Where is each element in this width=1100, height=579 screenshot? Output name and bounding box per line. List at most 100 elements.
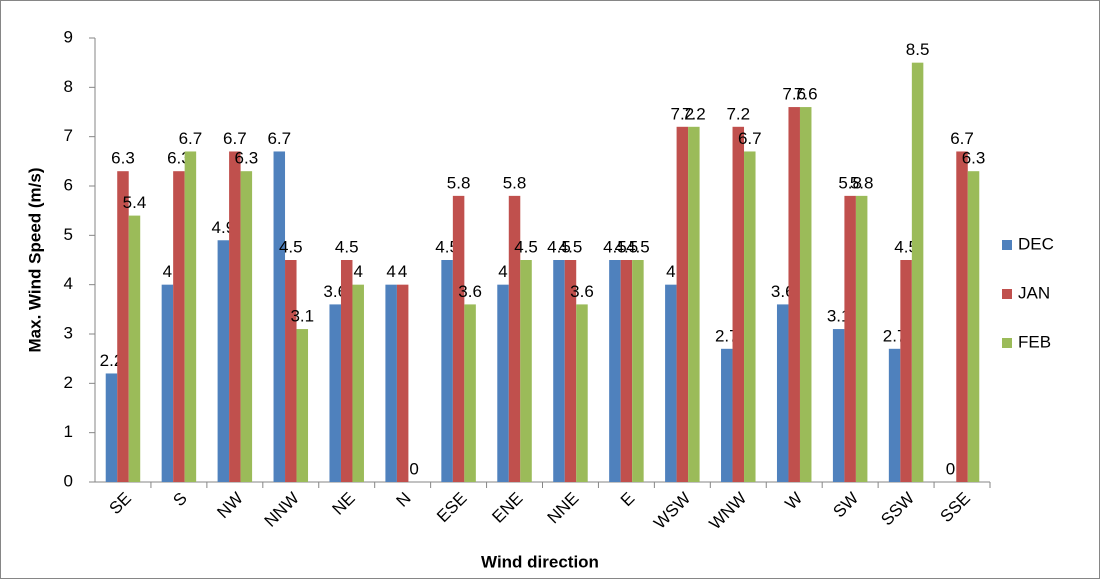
bar xyxy=(832,329,845,482)
bar xyxy=(240,171,253,482)
data-label: 4.5 xyxy=(547,237,571,256)
legend-swatch xyxy=(1002,289,1012,299)
data-label: 5.4 xyxy=(123,193,147,212)
y-axis-label: Max. Wind Speed (m/s) xyxy=(25,168,44,353)
bar xyxy=(105,373,118,482)
bar xyxy=(855,195,868,482)
bar xyxy=(744,151,756,482)
bar xyxy=(296,329,309,482)
bar xyxy=(632,260,644,482)
data-label: 4.5 xyxy=(559,237,583,256)
data-label: 4.5 xyxy=(615,237,639,256)
bar xyxy=(128,215,141,482)
data-label: 4 xyxy=(353,262,362,281)
y-tick-label: 5 xyxy=(64,225,73,244)
bar xyxy=(285,260,297,482)
data-label: 4.5 xyxy=(335,237,359,256)
data-label: 7.2 xyxy=(726,104,750,123)
bar xyxy=(900,260,912,482)
bar xyxy=(620,260,633,482)
bar xyxy=(464,304,476,482)
y-tick-label: 0 xyxy=(64,471,73,490)
bar xyxy=(788,107,800,483)
data-label: 6.7 xyxy=(179,129,203,148)
data-label: 6.7 xyxy=(738,129,762,148)
data-label: 3.1 xyxy=(290,307,314,326)
data-label: 4.5 xyxy=(279,237,303,256)
data-label: 4 xyxy=(163,262,172,281)
data-label: 5.8 xyxy=(503,173,527,192)
data-label: 6.3 xyxy=(111,149,135,168)
bar xyxy=(776,304,789,482)
bar xyxy=(497,284,509,482)
bar xyxy=(217,240,230,482)
bar xyxy=(732,126,745,483)
y-tick-label: 3 xyxy=(64,323,73,342)
data-label: 4 xyxy=(666,262,675,281)
y-tick-label: 4 xyxy=(64,274,73,293)
legend-label: FEB xyxy=(1018,332,1051,351)
data-label: 3.6 xyxy=(570,282,594,301)
data-label: 4 xyxy=(498,262,507,281)
y-tick-label: 6 xyxy=(64,175,73,194)
bar xyxy=(609,260,621,482)
bar xyxy=(665,284,677,482)
bar xyxy=(117,171,129,482)
data-label: 4 xyxy=(386,262,395,281)
legend-label: JAN xyxy=(1018,283,1050,302)
bar xyxy=(329,304,341,482)
data-label: 5.8 xyxy=(850,173,874,192)
data-label: 5.8 xyxy=(447,173,471,192)
data-label: 6.3 xyxy=(235,149,259,168)
data-label: 4.5 xyxy=(603,237,627,256)
bar xyxy=(520,260,532,482)
bar xyxy=(799,107,812,483)
data-label: 7.2 xyxy=(671,104,695,123)
bar xyxy=(173,171,185,482)
bar xyxy=(340,260,353,482)
y-tick-label: 8 xyxy=(64,77,73,96)
bar xyxy=(956,151,968,482)
bar xyxy=(229,151,241,482)
bar xyxy=(508,195,521,482)
bar xyxy=(844,195,856,482)
bar xyxy=(161,284,174,482)
data-label: 7.6 xyxy=(794,85,818,104)
legend-label: DEC xyxy=(1018,234,1054,253)
bar xyxy=(967,171,980,482)
y-tick-label: 1 xyxy=(64,422,73,441)
bar xyxy=(273,151,286,482)
data-label: 6.7 xyxy=(950,129,974,148)
y-tick-label: 2 xyxy=(64,373,73,392)
data-label: 5.8 xyxy=(838,173,862,192)
bar xyxy=(184,151,197,482)
bar xyxy=(452,195,465,482)
data-label: 4 xyxy=(398,262,407,281)
y-tick-label: 7 xyxy=(64,126,73,145)
legend-swatch xyxy=(1002,338,1012,348)
bar xyxy=(396,284,409,482)
bar xyxy=(688,126,700,483)
y-tick-label: 9 xyxy=(64,27,73,46)
data-label: 7.2 xyxy=(682,104,706,123)
bar xyxy=(352,284,364,482)
data-label: 3.6 xyxy=(458,282,482,301)
data-label: 6.3 xyxy=(962,149,986,168)
bar xyxy=(721,348,733,482)
data-label: 7.6 xyxy=(782,85,806,104)
data-label: 8.5 xyxy=(906,40,930,59)
x-axis-label: Wind direction xyxy=(481,552,599,571)
data-label: 6.7 xyxy=(267,129,291,148)
bar xyxy=(676,126,689,483)
bar xyxy=(888,348,901,482)
data-label: 0 xyxy=(409,459,418,478)
bar xyxy=(576,304,588,482)
bar xyxy=(911,62,924,483)
legend-swatch xyxy=(1002,240,1012,250)
data-label: 6.7 xyxy=(223,129,247,148)
data-label: 4.5 xyxy=(514,237,538,256)
bar xyxy=(441,260,453,482)
data-label: 0 xyxy=(946,459,955,478)
bar xyxy=(553,260,565,482)
